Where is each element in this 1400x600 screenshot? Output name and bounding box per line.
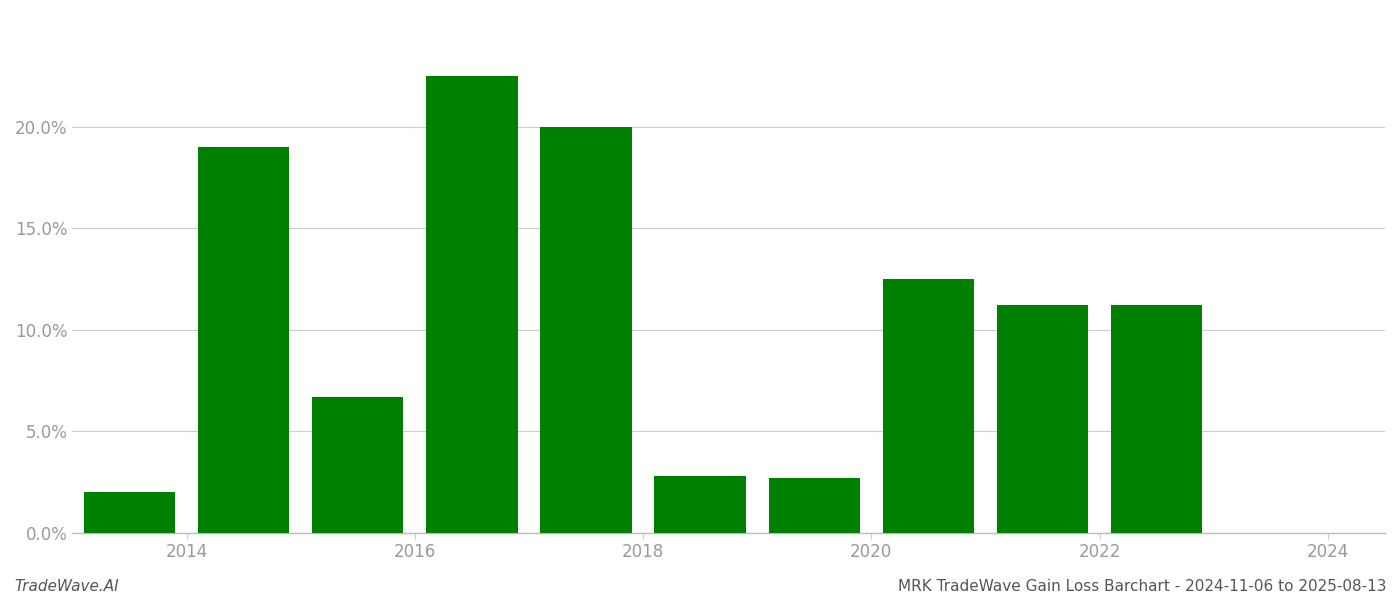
Bar (426, 76, 518, 533)
Bar (540, 127, 631, 533)
Bar (997, 305, 1088, 533)
Bar (654, 476, 746, 533)
Bar (84, 492, 175, 533)
Bar (883, 279, 974, 533)
Bar (312, 397, 403, 533)
Bar (197, 147, 290, 533)
Bar (1112, 305, 1203, 533)
Text: MRK TradeWave Gain Loss Barchart - 2024-11-06 to 2025-08-13: MRK TradeWave Gain Loss Barchart - 2024-… (897, 579, 1386, 594)
Bar (769, 478, 860, 533)
Text: TradeWave.AI: TradeWave.AI (14, 579, 119, 594)
